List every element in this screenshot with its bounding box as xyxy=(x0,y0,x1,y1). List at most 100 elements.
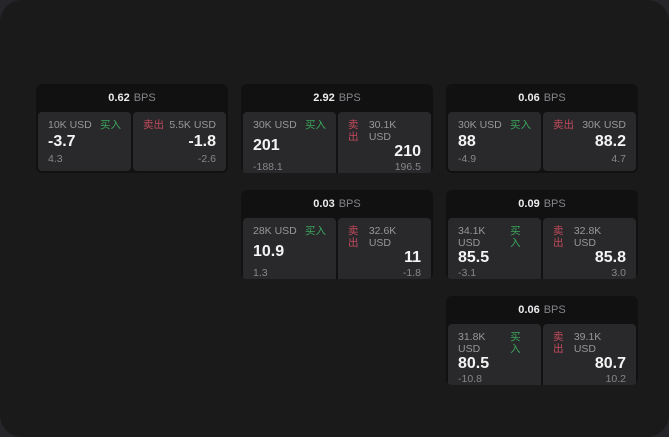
sell-size-label: 32.6K USD xyxy=(368,225,397,249)
quote-cards-grid: 0.62 BPS 10K USD 买入 -3.7 4.3 卖出 5.5K USD… xyxy=(36,84,638,385)
spread-header: 0.03 BPS xyxy=(241,190,433,218)
sell-side-label: 卖出 xyxy=(553,119,574,131)
sell-side-label: 卖出 xyxy=(348,225,359,249)
buy-price: 80.5 xyxy=(458,355,490,372)
sell-panel[interactable]: 卖出 30K USD 88.2 4.7 xyxy=(543,112,636,171)
buy-side-label: 买入 xyxy=(510,225,521,249)
buy-sub-value: -10.8 xyxy=(458,373,482,385)
sell-panel[interactable]: 卖出 32.6K USD 11 -1.8 xyxy=(338,218,431,279)
buy-side-label: 买入 xyxy=(510,331,521,355)
buy-panel-top-row: 34.1K USD 买入 xyxy=(458,225,531,249)
sell-sub-value: 3.0 xyxy=(611,267,626,279)
quote-panels: 28K USD 买入 10.9 1.3 卖出 32.6K USD 11 -1.8 xyxy=(241,218,433,279)
buy-price: 201 xyxy=(253,137,280,154)
buy-price: 88 xyxy=(458,133,476,150)
quote-panels: 31.8K USD 买入 80.5 -10.8 卖出 39.1K USD 80.… xyxy=(446,324,638,385)
quote-panels: 30K USD 买入 201 -188.1 卖出 30.1K USD 210 1… xyxy=(241,112,433,173)
buy-size-label: 30K USD xyxy=(458,119,502,131)
buy-sub-value: 1.3 xyxy=(253,267,268,279)
sell-price: 85.8 xyxy=(594,249,626,266)
buy-panel-top-row: 30K USD 买入 xyxy=(253,119,326,131)
buy-panel[interactable]: 31.8K USD 买入 80.5 -10.8 xyxy=(448,324,541,385)
sell-panel[interactable]: 卖出 30.1K USD 210 196.5 xyxy=(338,112,431,173)
sell-size-label: 5.5K USD xyxy=(169,119,216,131)
quote-card: 0.03 BPS 28K USD 买入 10.9 1.3 卖出 32.6K US… xyxy=(241,190,433,279)
sell-sub-value: 4.7 xyxy=(611,153,626,165)
buy-panel[interactable]: 10K USD 买入 -3.7 4.3 xyxy=(38,112,131,171)
buy-side-label: 买入 xyxy=(100,119,121,131)
buy-size-label: 34.1K USD xyxy=(458,225,486,249)
quote-card: 0.62 BPS 10K USD 买入 -3.7 4.3 卖出 5.5K USD… xyxy=(36,84,228,173)
spread-unit-label: BPS xyxy=(543,304,566,316)
quote-panels: 30K USD 买入 88 -4.9 卖出 30K USD 88.2 4.7 xyxy=(446,112,638,173)
buy-price: -3.7 xyxy=(48,133,76,150)
buy-price: 85.5 xyxy=(458,249,490,266)
buy-size-label: 28K USD xyxy=(253,225,297,237)
quote-card: 0.06 BPS 31.8K USD 买入 80.5 -10.8 卖出 39.1… xyxy=(446,296,638,385)
buy-size-label: 10K USD xyxy=(48,119,92,131)
sell-price: 11 xyxy=(404,249,421,266)
quote-card: 0.06 BPS 30K USD 买入 88 -4.9 卖出 30K USD 8… xyxy=(446,84,638,173)
sell-panel[interactable]: 卖出 32.8K USD 85.8 3.0 xyxy=(543,218,636,279)
spread-unit-label: BPS xyxy=(133,92,156,104)
sell-size-label: 30.1K USD xyxy=(368,119,397,143)
sell-panel[interactable]: 卖出 5.5K USD -1.8 -2.6 xyxy=(133,112,226,171)
quote-card: 0.09 BPS 34.1K USD 买入 85.5 -3.1 卖出 32.8K… xyxy=(446,190,638,279)
buy-panel-top-row: 31.8K USD 买入 xyxy=(458,331,531,355)
sell-sub-value: -1.8 xyxy=(402,267,421,279)
sell-sub-value: -2.6 xyxy=(197,153,216,165)
buy-panel[interactable]: 30K USD 买入 88 -4.9 xyxy=(448,112,541,171)
buy-panel[interactable]: 28K USD 买入 10.9 1.3 xyxy=(243,218,336,279)
spread-value: 0.03 xyxy=(313,198,335,210)
sell-panel-top-row: 卖出 32.6K USD xyxy=(348,225,421,249)
spread-value: 0.06 xyxy=(518,304,540,316)
sell-side-label: 卖出 xyxy=(143,119,164,131)
spread-header: 0.09 BPS xyxy=(446,190,638,218)
sell-sub-value: 196.5 xyxy=(394,161,421,173)
spread-unit-label: BPS xyxy=(543,198,566,210)
sell-sub-value: 10.2 xyxy=(605,373,626,385)
spread-value: 0.09 xyxy=(518,198,540,210)
buy-panel-top-row: 28K USD 买入 xyxy=(253,225,326,237)
sell-panel-top-row: 卖出 5.5K USD xyxy=(143,119,216,131)
sell-panel-top-row: 卖出 30.1K USD xyxy=(348,119,421,143)
sell-price: -1.8 xyxy=(188,133,216,150)
spread-header: 2.92 BPS xyxy=(241,84,433,112)
sell-size-label: 39.1K USD xyxy=(573,331,602,355)
buy-size-label: 31.8K USD xyxy=(458,331,486,355)
buy-sub-value: -188.1 xyxy=(253,161,283,173)
sell-size-label: 30K USD xyxy=(582,119,626,131)
spread-header: 0.06 BPS xyxy=(446,296,638,324)
sell-side-label: 卖出 xyxy=(348,119,359,143)
sell-panel[interactable]: 卖出 39.1K USD 80.7 10.2 xyxy=(543,324,636,385)
spread-unit-label: BPS xyxy=(338,92,361,104)
sell-panel-top-row: 卖出 30K USD xyxy=(553,119,626,131)
buy-panel-top-row: 30K USD 买入 xyxy=(458,119,531,131)
spread-header: 0.06 BPS xyxy=(446,84,638,112)
quote-panels: 10K USD 买入 -3.7 4.3 卖出 5.5K USD -1.8 -2.… xyxy=(36,112,228,173)
buy-side-label: 买入 xyxy=(510,119,531,131)
spread-value: 2.92 xyxy=(313,92,335,104)
sell-panel-top-row: 卖出 32.8K USD xyxy=(553,225,626,249)
quote-panels: 34.1K USD 买入 85.5 -3.1 卖出 32.8K USD 85.8… xyxy=(446,218,638,279)
buy-side-label: 买入 xyxy=(305,225,326,237)
buy-size-label: 30K USD xyxy=(253,119,297,131)
spread-unit-label: BPS xyxy=(543,92,566,104)
buy-panel-top-row: 10K USD 买入 xyxy=(48,119,121,131)
sell-size-label: 32.8K USD xyxy=(573,225,602,249)
sell-side-label: 卖出 xyxy=(553,331,564,355)
spread-value: 0.06 xyxy=(518,92,540,104)
buy-side-label: 买入 xyxy=(305,119,326,131)
buy-panel[interactable]: 34.1K USD 买入 85.5 -3.1 xyxy=(448,218,541,279)
buy-sub-value: 4.3 xyxy=(48,153,63,165)
buy-price: 10.9 xyxy=(253,243,285,260)
spread-unit-label: BPS xyxy=(338,198,361,210)
sell-price: 80.7 xyxy=(594,355,626,372)
sell-side-label: 卖出 xyxy=(553,225,564,249)
buy-panel[interactable]: 30K USD 买入 201 -188.1 xyxy=(243,112,336,173)
quote-card: 2.92 BPS 30K USD 买入 201 -188.1 卖出 30.1K … xyxy=(241,84,433,173)
spread-value: 0.62 xyxy=(108,92,130,104)
sell-price: 88.2 xyxy=(594,133,626,150)
sell-panel-top-row: 卖出 39.1K USD xyxy=(553,331,626,355)
